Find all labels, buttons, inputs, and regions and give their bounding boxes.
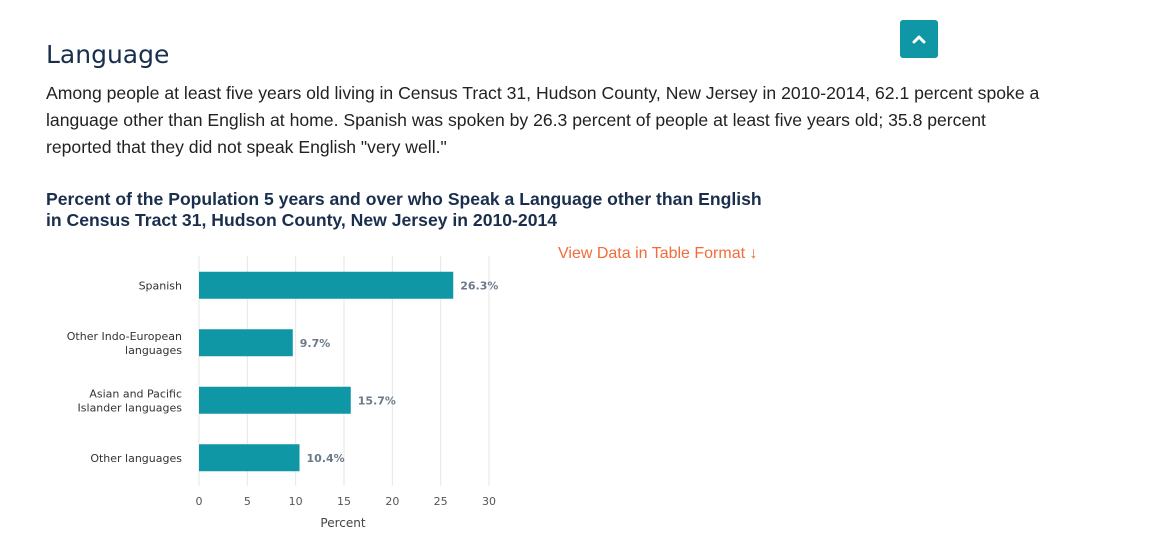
x-tick-label: 15	[337, 495, 351, 508]
x-tick-label: 25	[434, 495, 448, 508]
category-label: Asian and Pacific	[89, 387, 182, 400]
chevron-up-icon	[912, 35, 926, 44]
back-to-top-button[interactable]	[900, 20, 938, 58]
data-label: 26.3%	[460, 279, 498, 292]
bar	[199, 444, 300, 472]
x-tick-label: 5	[244, 495, 251, 508]
bar	[199, 386, 351, 414]
data-label: 9.7%	[300, 337, 331, 350]
section-title: Language	[46, 40, 170, 69]
view-table-link[interactable]: View Data in Table Format ↓	[558, 245, 758, 262]
bar	[199, 329, 293, 357]
x-tick-label: 0	[196, 495, 203, 508]
category-label: Other Indo-European	[67, 330, 182, 343]
chart-title: Percent of the Population 5 years and ov…	[46, 189, 762, 230]
x-tick-label: 20	[385, 495, 399, 508]
intro-paragraph: Among people at least five years old liv…	[46, 83, 1040, 157]
data-label: 15.7%	[358, 394, 396, 407]
x-tick-label: 30	[482, 495, 496, 508]
category-label: Spanish	[139, 279, 182, 292]
category-label: languages	[125, 344, 182, 357]
x-tick-label: 10	[289, 495, 303, 508]
category-label: Other languages	[90, 452, 182, 465]
data-label: 10.4%	[307, 452, 345, 465]
bar	[199, 271, 454, 299]
x-axis-title: Percent	[320, 516, 365, 530]
category-label: Islander languages	[78, 401, 183, 414]
